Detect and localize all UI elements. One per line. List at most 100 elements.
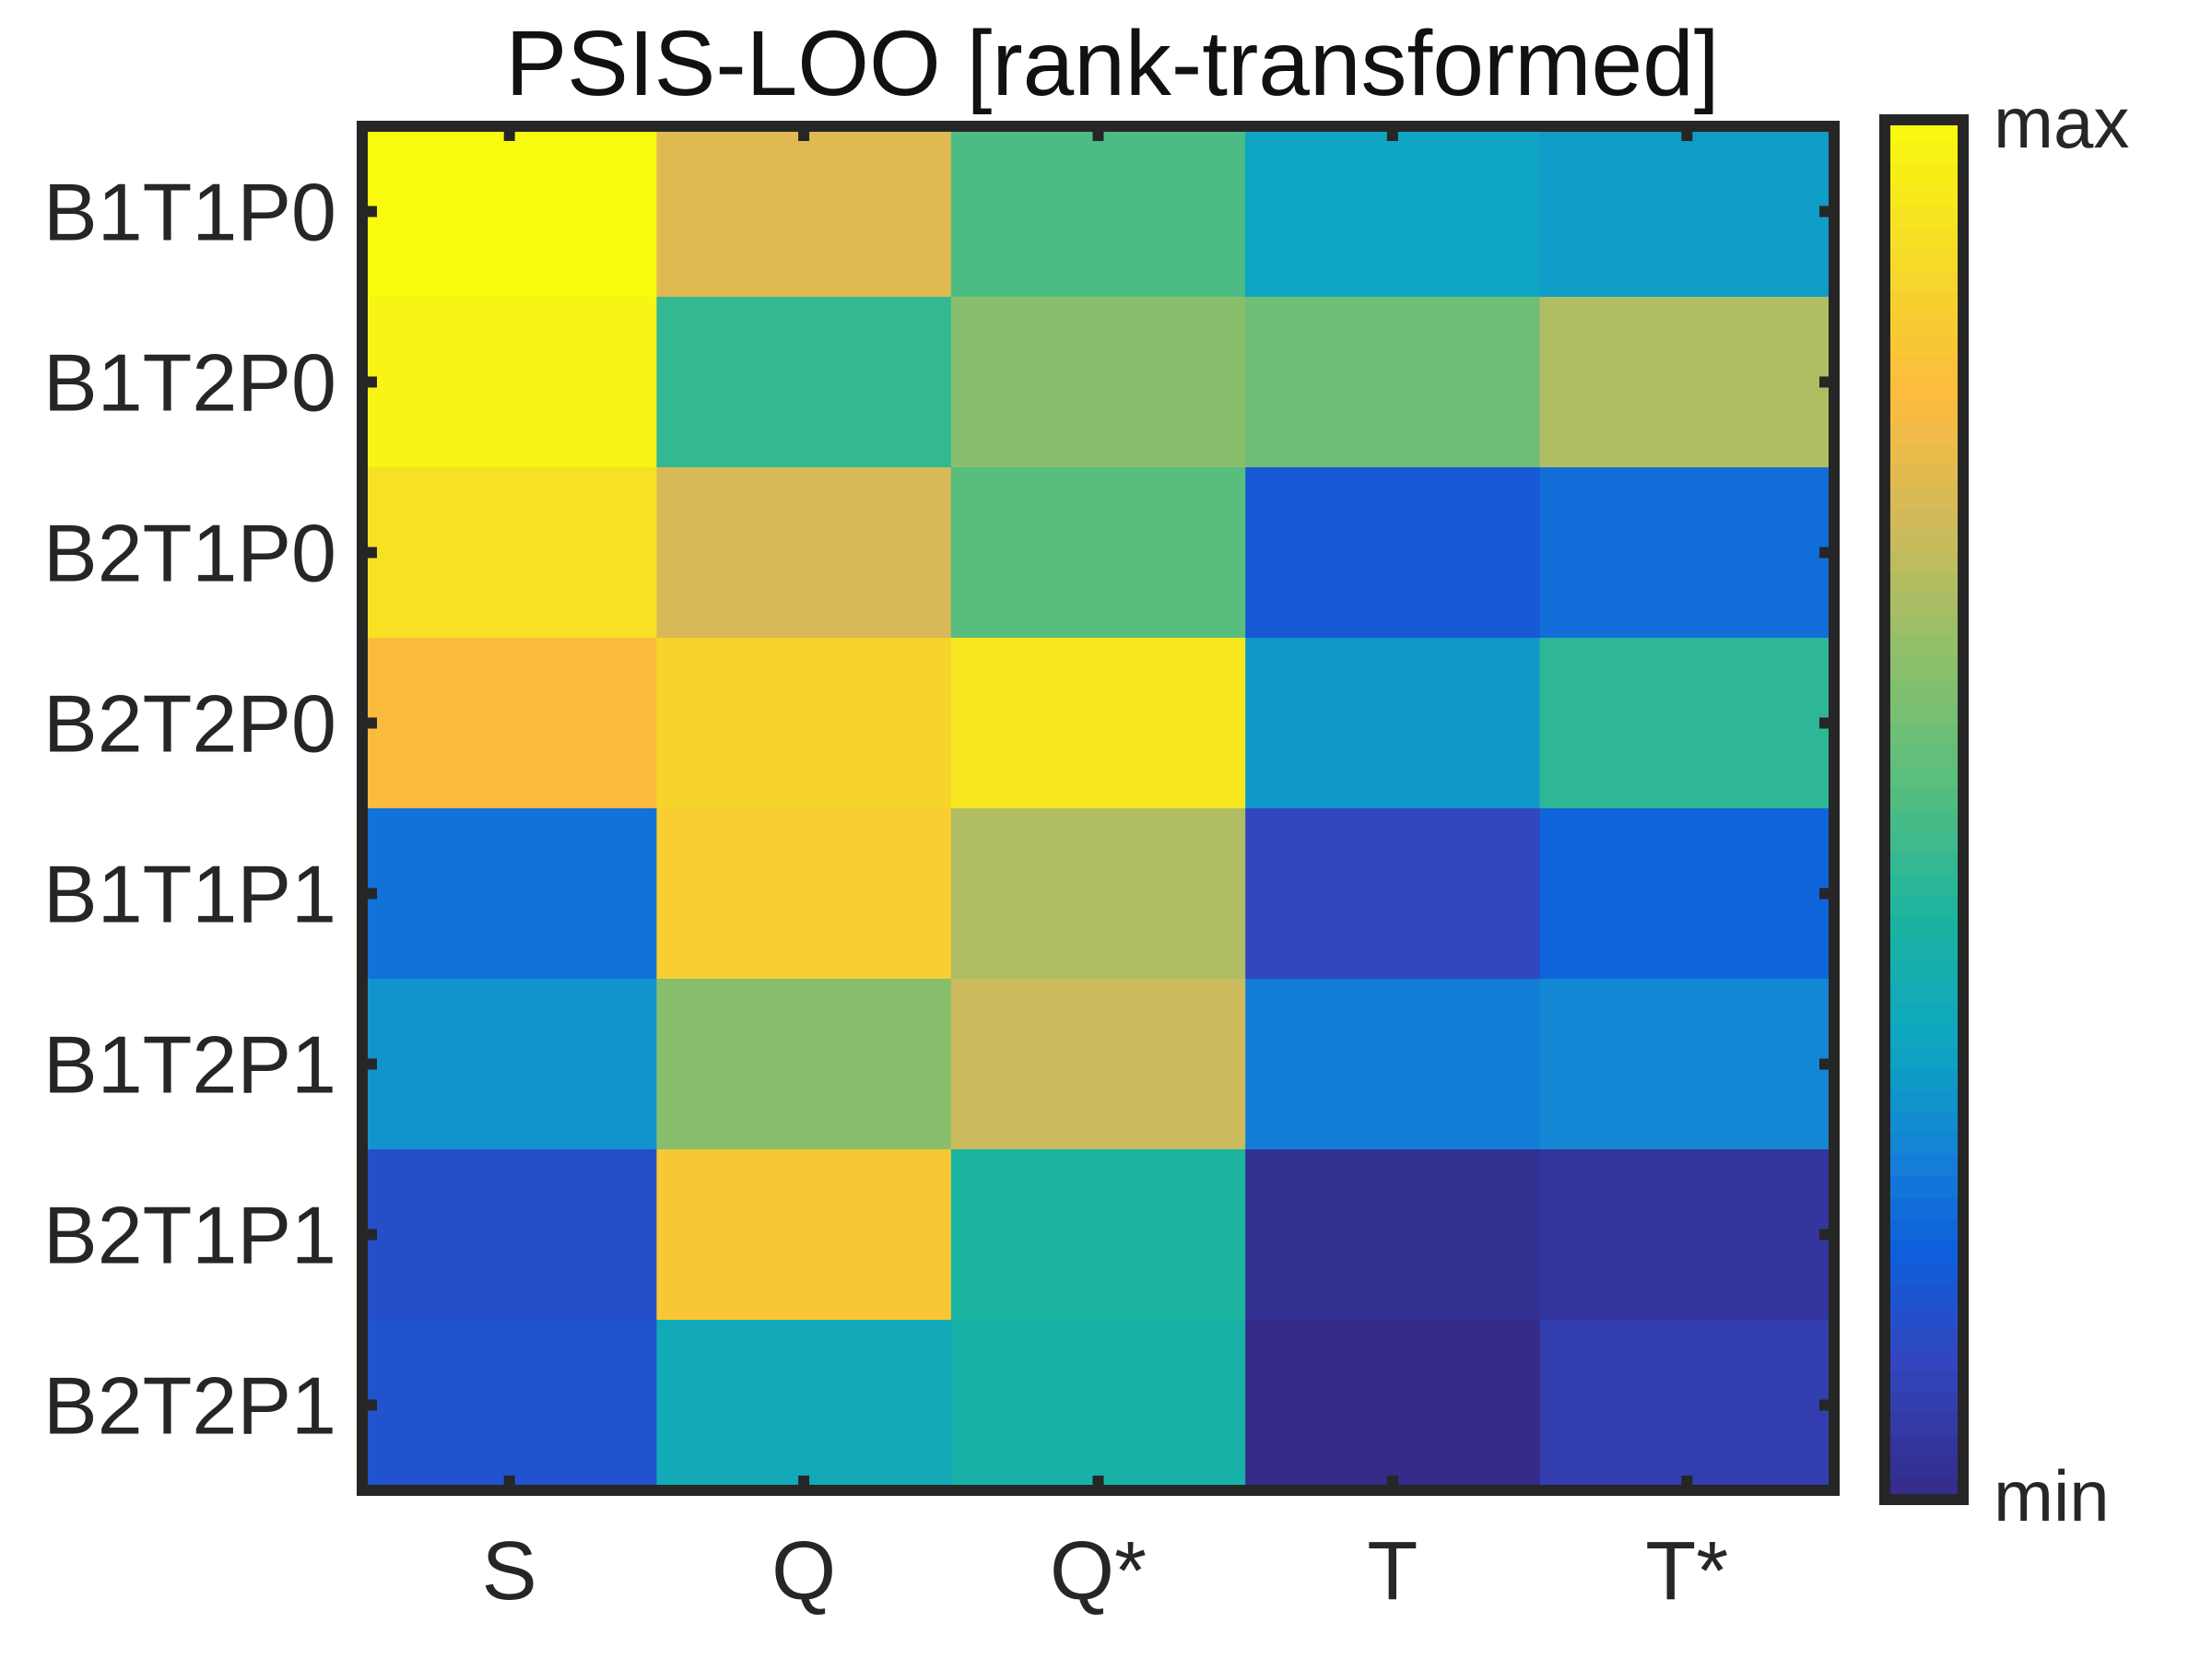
- heatmap-cell-b2t1p1-1: [656, 1149, 952, 1321]
- colorbar-step: [1885, 917, 1963, 940]
- colorbar-step: [1885, 982, 1963, 1005]
- heatmap-cell-b2t2p0-3: [1245, 638, 1541, 809]
- colorbar-step: [1885, 465, 1963, 488]
- x-tick-labels: S Q Q* T T*: [482, 1525, 1729, 1618]
- colorbar-step: [1885, 206, 1963, 229]
- colorbar-step: [1885, 766, 1963, 789]
- colorbar-step: [1885, 400, 1963, 423]
- heatmap-cell-b1t1p1-1: [656, 808, 952, 980]
- heatmap-cell-b2t1p1-2: [950, 1149, 1246, 1321]
- colorbar-step: [1885, 572, 1963, 595]
- y-tick-labels: B1T1P0 B1T2P0 B2T1P0 B2T2P0 B1T1P1 B1T2P1 B2T1…: [43, 167, 336, 1452]
- colorbar-step: [1885, 1392, 1963, 1415]
- colorbar-step: [1885, 1456, 1963, 1479]
- colorbar: [1885, 120, 1963, 1500]
- heatmap-cell-b1t2p0-1: [656, 297, 952, 468]
- colorbar-step: [1885, 1197, 1963, 1220]
- colorbar-step: [1885, 809, 1963, 832]
- colorbar-step: [1885, 292, 1963, 315]
- colorbar-step: [1885, 529, 1963, 552]
- y-tick-label: B1T2P0: [43, 337, 336, 429]
- heatmap-cell-b1t1p1-2: [950, 808, 1246, 980]
- y-tick-label: B2T2P1: [43, 1360, 336, 1452]
- heatmap-cell-b1t1p1-0: [362, 808, 658, 980]
- heatmap-cell-b2t2p0-1: [656, 638, 952, 809]
- heatmap-cell-b1t2p0-4: [1539, 297, 1835, 468]
- colorbar-step: [1885, 141, 1963, 164]
- colorbar-min-label: min: [1994, 1455, 2110, 1536]
- colorbar-max-label: max: [1994, 82, 2129, 163]
- heatmap-cell-b2t2p1-0: [362, 1320, 658, 1491]
- colorbar-step: [1885, 1370, 1963, 1393]
- plot-frame: [357, 121, 1840, 1496]
- heatmap-cell-b2t2p1-3: [1245, 1320, 1541, 1491]
- heatmap-cell-b1t1p0-4: [1539, 126, 1835, 298]
- colorbar-step: [1885, 1284, 1963, 1307]
- colorbar-step: [1885, 1046, 1963, 1069]
- x-tick-label: Q*: [1050, 1525, 1147, 1618]
- heatmap-cell-b2t2p0-4: [1539, 638, 1835, 809]
- colorbar-step: [1885, 1068, 1963, 1091]
- colorbar-step: [1885, 1262, 1963, 1285]
- colorbar-step: [1885, 1154, 1963, 1177]
- colorbar-step: [1885, 357, 1963, 380]
- heatmap-cell-b1t2p0-2: [950, 297, 1246, 468]
- colorbar-step: [1885, 1218, 1963, 1242]
- colorbar-step: [1885, 162, 1963, 185]
- colorbar-step: [1885, 960, 1963, 983]
- y-tick-label: B2T1P1: [43, 1190, 336, 1281]
- x-tick-label: T: [1367, 1525, 1418, 1618]
- heatmap-cell-b1t2p1-4: [1539, 979, 1835, 1150]
- x-tick-label: T*: [1645, 1525, 1728, 1618]
- heatmap-cell-b2t1p0-2: [950, 467, 1246, 639]
- heatmap-cell-b1t2p1-0: [362, 979, 658, 1150]
- y-tick-label: B1T1P1: [43, 849, 336, 940]
- heatmap-cell-b1t1p0-2: [950, 126, 1246, 298]
- heatmap-cell-b2t1p1-4: [1539, 1149, 1835, 1321]
- heatmap-cell-b2t2p0-2: [950, 638, 1246, 809]
- chart-title: PSIS-LOO [rank-transformed]: [505, 12, 1719, 115]
- colorbar-step: [1885, 184, 1963, 207]
- colorbar-step: [1885, 335, 1963, 359]
- heatmap-cell-b1t1p1-4: [1539, 808, 1835, 980]
- heatmap-cell-b2t1p0-3: [1245, 467, 1541, 639]
- colorbar-step: [1885, 1326, 1963, 1350]
- heatmap-cell-b1t1p0-3: [1245, 126, 1541, 298]
- colorbar-step: [1885, 313, 1963, 336]
- colorbar-step: [1885, 378, 1963, 401]
- heatmap-cell-b1t1p1-3: [1245, 808, 1541, 980]
- colorbar-step: [1885, 896, 1963, 919]
- colorbar-step: [1885, 270, 1963, 293]
- colorbar-step: [1885, 550, 1963, 574]
- colorbar-step: [1885, 1413, 1963, 1436]
- y-tick-label: B2T1P0: [43, 508, 336, 599]
- colorbar-step: [1885, 615, 1963, 639]
- heatmap-cell-b1t2p1-3: [1245, 979, 1541, 1150]
- colorbar-step: [1885, 745, 1963, 768]
- colorbar-step: [1885, 1025, 1963, 1048]
- y-tick-label: B1T2P1: [43, 1019, 336, 1111]
- colorbar-step: [1885, 853, 1963, 876]
- colorbar-step: [1885, 874, 1963, 897]
- heatmap-cell-b1t1p0-0: [362, 126, 658, 298]
- colorbar-frame: [1879, 114, 1969, 1505]
- colorbar-step: [1885, 680, 1963, 703]
- x-tick-label: Q: [771, 1525, 836, 1618]
- colorbar-step: [1885, 938, 1963, 962]
- colorbar-step: [1885, 227, 1963, 251]
- colorbar-step: [1885, 1176, 1963, 1199]
- y-tick-label: B1T1P0: [43, 167, 336, 258]
- heatmap-cell-b1t1p0-1: [656, 126, 952, 298]
- x-tick-label: S: [482, 1525, 537, 1618]
- heatmap-cell-b2t2p0-0: [362, 638, 658, 809]
- colorbar-step: [1885, 486, 1963, 509]
- heatmap-cell-b1t2p1-1: [656, 979, 952, 1150]
- heatmap-cell-b2t1p0-1: [656, 467, 952, 639]
- colorbar-step: [1885, 1089, 1963, 1112]
- colorbar-step: [1885, 1305, 1963, 1328]
- heatmap-cells: [362, 126, 1835, 1491]
- colorbar-step: [1885, 508, 1963, 531]
- colorbar-step: [1885, 1133, 1963, 1156]
- heatmap-cell-b1t2p1-2: [950, 979, 1246, 1150]
